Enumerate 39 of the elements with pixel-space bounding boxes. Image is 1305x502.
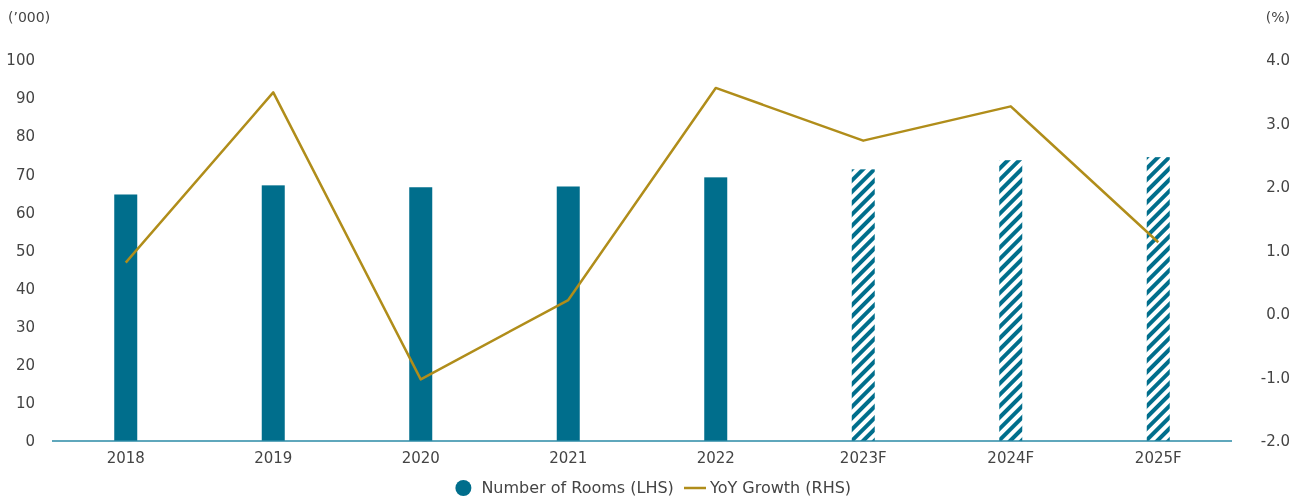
x-tick-label: 2019 <box>254 449 293 467</box>
y2-tick-label: 1.0 <box>1266 241 1290 260</box>
y2-tick-label: 4.0 <box>1266 51 1290 70</box>
bar <box>999 160 1023 441</box>
y-tick-label: 50 <box>15 241 35 260</box>
y-tick-label: 0 <box>25 432 35 451</box>
y-tick-label: 70 <box>15 165 35 184</box>
y-tick-label: 100 <box>6 51 35 70</box>
y-tick-label: 20 <box>15 356 35 375</box>
bar <box>114 194 138 441</box>
y2-tick-label: -2.0 <box>1260 432 1290 451</box>
y-axis-title: (’000) <box>8 9 51 25</box>
bar <box>851 169 875 441</box>
y2-tick-label: -1.0 <box>1260 368 1290 387</box>
y-tick-label: 10 <box>15 394 35 413</box>
bar <box>409 187 433 441</box>
x-tick-label: 2021 <box>549 449 588 467</box>
y-tick-label: 60 <box>15 203 35 222</box>
y2-axis-title: (%) <box>1265 9 1290 25</box>
line-series <box>124 86 1160 381</box>
bar <box>1146 157 1170 441</box>
x-tick-label: 2022 <box>696 449 735 467</box>
y2-tick-label: 3.0 <box>1266 114 1290 133</box>
bar <box>556 186 580 441</box>
y-tick-label: 40 <box>15 279 35 298</box>
y-tick-label: 30 <box>15 317 35 336</box>
legend-label: YoY Growth (RHS) <box>709 478 852 497</box>
bar <box>704 177 728 441</box>
y2-tick-label: 0.0 <box>1266 305 1290 324</box>
x-tick-label: 2023F <box>839 449 887 467</box>
bar <box>261 185 285 441</box>
x-tick-label: 2024F <box>987 449 1035 467</box>
legend-label: Number of Rooms (LHS) <box>481 478 674 497</box>
y-tick-label: 80 <box>15 127 35 146</box>
y2-tick-label: 2.0 <box>1266 178 1290 197</box>
x-tick-label: 2018 <box>106 449 145 467</box>
x-tick-label: 2025F <box>1134 449 1182 467</box>
y-tick-label: 90 <box>15 89 35 108</box>
x-tick-label: 2020 <box>401 449 440 467</box>
